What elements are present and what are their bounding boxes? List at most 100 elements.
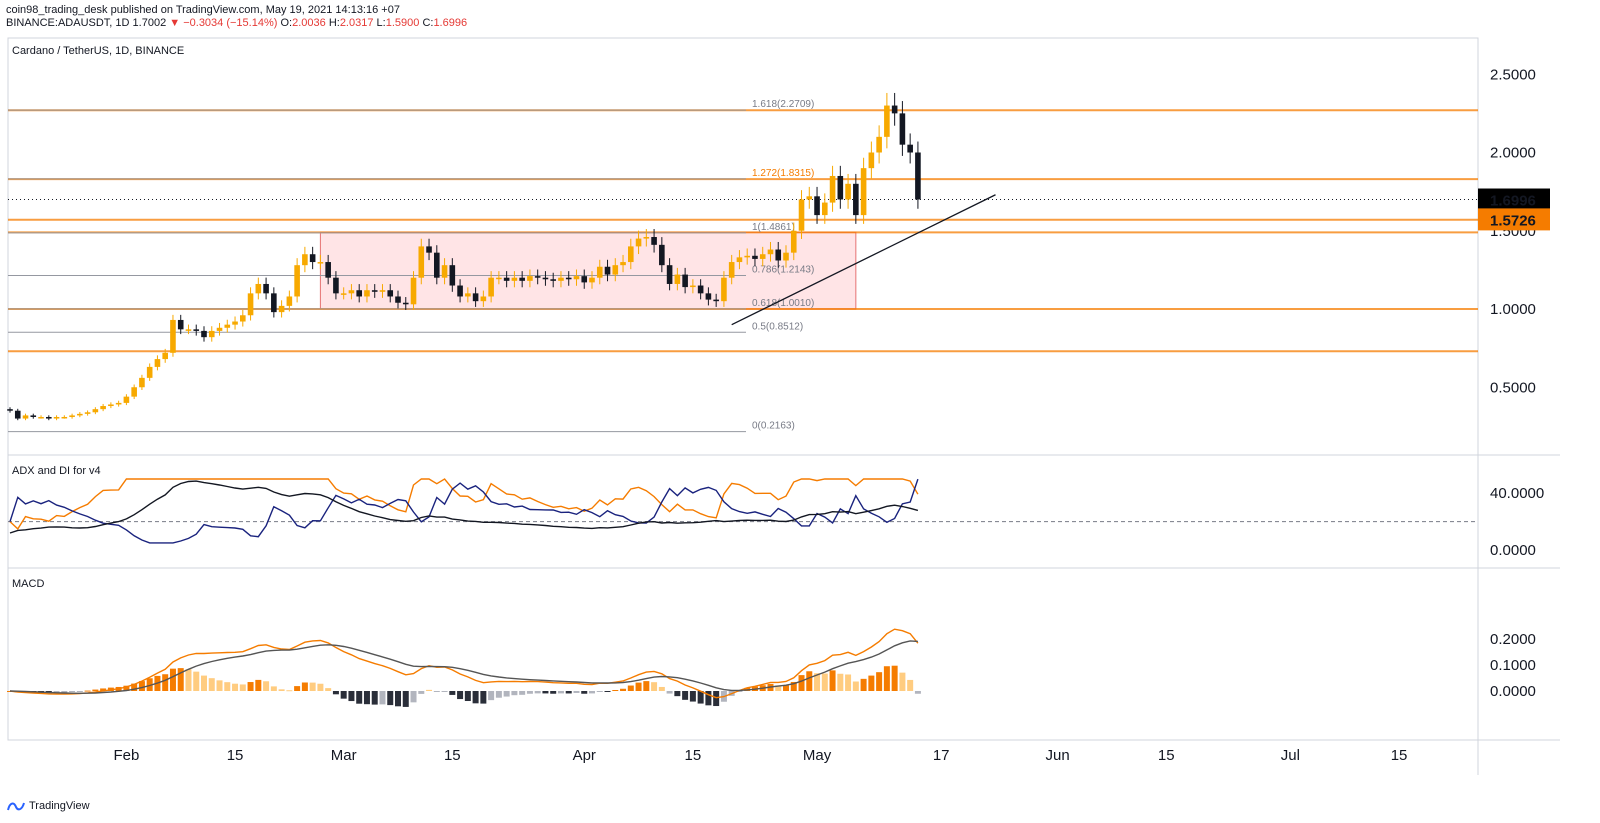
candle-body [309,254,316,263]
candle-body [713,299,719,302]
macd-histogram-bar [263,681,270,691]
candle-body [519,277,525,281]
candle-body [139,377,145,388]
macd-histogram-bar [363,691,370,705]
candle-body [915,152,921,200]
macd-histogram-bar [348,691,355,702]
candle-body [61,416,68,419]
candle-body [472,293,479,302]
candle-body [208,330,215,338]
candle-body [364,290,370,297]
candle-body [84,412,91,414]
y-tick-label: 2.0000 [1490,145,1536,162]
macd-histogram-bar [511,691,518,696]
macd-histogram-bar [914,691,921,694]
macd-histogram-bar [674,691,681,697]
macd-histogram-bar [503,691,510,697]
candle-body [907,144,913,153]
candle-body [829,175,836,203]
candle-body [240,315,246,322]
candle-body [379,290,386,292]
candle-body [860,168,867,216]
macd-histogram-bar [635,682,642,691]
candle-body [596,266,603,278]
macd-histogram-bar [821,673,828,691]
candle-body [426,246,432,253]
candle-body [146,366,153,378]
macd-histogram-bar [208,678,215,691]
candle-body [635,238,642,247]
price-change: −0.3034 (−15.14%) [183,17,278,29]
macd-tick-label: 0.1000 [1490,657,1536,674]
candle-body [418,246,425,278]
adx-tick-label: 0.0000 [1490,542,1536,559]
adx-line [9,480,919,534]
candle-body [340,293,347,295]
macd-histogram-bar [169,668,176,691]
candle-body [752,255,758,259]
x-tick-label: 15 [685,747,702,764]
candle-body [721,277,727,302]
macd-histogram-bar [247,682,254,691]
candle-body [690,285,696,288]
macd-histogram-bar [682,691,689,700]
candle-body [115,402,122,405]
candle-body [736,257,743,263]
candle-body [465,293,471,297]
candle-body [488,277,494,297]
macd-histogram-bar [495,691,502,698]
macd-histogram-bar [426,689,433,691]
candle-body [162,352,168,360]
macd-histogram-bar [480,691,487,704]
macd-histogram-bar [783,685,789,691]
macd-histogram-bar [689,691,696,702]
macd-histogram-bar [464,691,471,702]
macd-histogram-bar [224,682,231,691]
high-label: H: [328,17,340,29]
macd-histogram-bar [325,688,332,691]
macd-histogram-bar [798,675,805,691]
candle-body [558,277,564,281]
candle-body [38,416,44,419]
candle-body [899,113,906,145]
price-label-bg [1478,188,1550,211]
candle-body [92,409,99,413]
macd-histogram-bar [270,686,277,691]
x-tick-label: 15 [444,747,461,764]
fib-label: 1.618(2.2709) [752,99,814,110]
change-arrow-icon: ▼ [169,17,181,29]
candle-body [247,293,254,316]
candle-body [705,293,712,300]
macd-histogram-bar [883,666,890,691]
candle-body [651,237,657,245]
fib-label: 0.5(0.8512) [752,321,803,332]
macd-histogram-bar [433,691,440,692]
candle-body [278,305,285,313]
main-title: Cardano / TetherUS, 1D, BINANCE [12,45,185,57]
y-tick-label: 2.5000 [1490,66,1536,83]
x-tick-label: Apr [573,747,596,764]
candle-body [177,319,184,330]
macd-histogram-bar [837,673,844,691]
candle-body [216,327,223,331]
x-tick-label: 17 [933,747,950,764]
macd-histogram-bar [395,691,401,707]
x-tick-label: Jun [1046,747,1070,764]
candle-body [123,396,130,403]
chart-canvas[interactable]: 0.50001.00001.50002.00002.50000.000040.0… [0,0,1600,800]
candle-body [604,266,611,275]
tradingview-brand[interactable]: TradingView [6,800,90,812]
macd-title: MACD [12,578,45,590]
di-minus-line [9,478,919,544]
macd-histogram-bar [868,675,875,691]
macd-histogram-bar [146,678,153,691]
x-tick-label: Jul [1281,747,1300,764]
macd-histogram-bar [138,681,145,691]
macd-histogram-bar [705,691,712,706]
macd-histogram-bar [557,691,564,694]
macd-histogram-bar [526,691,533,694]
candle-body [728,262,735,278]
candle-body [317,262,324,264]
macd-histogram-bar [294,686,301,691]
macd-histogram-bar [418,691,425,694]
